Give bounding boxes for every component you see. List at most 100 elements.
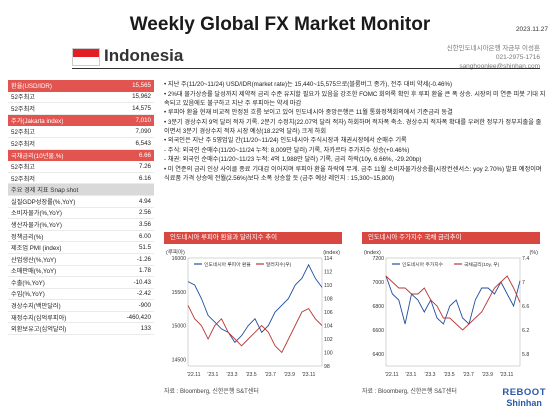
x-tick-label: '23.1	[405, 372, 416, 378]
indicator-label: 소매판매(%,YoY)	[11, 268, 57, 276]
commentary-bullets: • 지난 주(11/20~11/24) USD/IDR(market rate)…	[164, 80, 546, 183]
indicator-value: 7.26	[138, 162, 151, 170]
series-line	[385, 275, 521, 331]
commentary-bullet: • 루피아 환율 현재 비교적 안정된 흐름 보이고 있어 인도네시아 중앙은행…	[164, 109, 453, 116]
indicator-row: 소매판매(%,YoY) 1.78	[8, 266, 154, 278]
right-tick-label: 7	[522, 280, 525, 286]
commentary-bullet: • 외국인은 지난 주 5영업일 간(11/20~11/24) 인도네시아 주식…	[164, 137, 407, 144]
right-tick-label: 98	[324, 364, 330, 370]
indicator-value: -1.26	[136, 255, 151, 263]
indicator-row: 52주최고 7.26	[8, 161, 154, 173]
x-tick-label: '23.1	[207, 372, 218, 378]
logo-line1: REBOOT	[502, 387, 546, 398]
right-tick-label: 108	[324, 297, 333, 303]
x-tick-label: '22.11	[385, 372, 399, 378]
contact-phone: 021-2975-1716	[495, 54, 540, 61]
indicator-row: 외환보유고(십억달러) 133	[8, 323, 154, 336]
series-line	[187, 305, 323, 354]
country-name: Indonesia	[104, 46, 184, 65]
indicator-row: 환율(USD/IDR) 15,565	[8, 80, 154, 92]
indicator-value: 6.16	[138, 174, 151, 182]
indicator-value: 6.66	[138, 151, 151, 159]
left-tick-label: 7000	[372, 280, 384, 286]
indicator-label: 52주최저	[11, 105, 35, 113]
equity-bond-chart-svg: (index) (%) 6400 6600 6800 7000 7200 5.8 6.2 6.6 7…	[364, 250, 538, 378]
x-tick-label: '23.7	[463, 372, 474, 378]
indicator-row: 재정수지(십억루피아) -460,420	[8, 312, 154, 324]
x-tick-label: '23.3	[226, 372, 237, 378]
legend-label: 달러지수(우)	[266, 261, 292, 268]
indicator-value: 2.56	[138, 209, 151, 217]
shinhan-logo: REBOOT Shinhan	[502, 387, 546, 409]
indicator-value: -900	[138, 302, 151, 310]
fx-chart-svg: (루피아) (index) 14500 15000 15500 16000 98 100 102…	[166, 248, 340, 378]
indicator-row: 52주최저 14,575	[8, 103, 154, 115]
logo-line2: Shinhan	[506, 398, 542, 408]
commentary-bullet: • 미 연준의 금리 인상 사이클 종료 기대감 이어지며 루피아 환율 하락에…	[164, 165, 542, 182]
right-tick-label: 5.8	[522, 352, 529, 358]
indicator-label: 소비자물가(%,YoY)	[11, 210, 62, 218]
indicator-label: 제조업 PMI (index)	[11, 245, 62, 253]
right-tick-label: 104	[324, 324, 333, 330]
x-tick-label: '23.11	[302, 372, 316, 378]
indicator-value: 15,962	[132, 93, 151, 101]
indicator-row: 52주최고 7,090	[8, 126, 154, 138]
indicator-row: 생산자물가(%,YoY) 3.56	[8, 219, 154, 231]
report-title: Weekly Global FX Market Monitor	[129, 14, 431, 35]
indicator-row: 52주최저 6,543	[8, 138, 154, 150]
right-tick-label: 100	[324, 351, 333, 357]
indicator-row: 산업생산(%,YoY) -1.26	[8, 254, 154, 266]
indicator-label: 환율(USD/IDR)	[11, 83, 52, 91]
left-tick-label: 14500	[172, 357, 187, 363]
indicator-value: 3.56	[138, 220, 151, 228]
indicator-value: -460,420	[126, 313, 151, 321]
indicator-row: 실질GDP성장률(%,YoY) 4.94	[8, 196, 154, 208]
indicator-value: 7,090	[135, 128, 151, 136]
indicator-value: 14,575	[132, 104, 151, 112]
right-tick-label: 102	[324, 337, 333, 343]
indicator-label: 경상수지(백만달러)	[11, 303, 61, 311]
indicator-label: 생산자물가(%,YoY)	[11, 221, 62, 229]
indicator-label: 주요 경제 지표 Snap shot	[11, 187, 79, 195]
left-axis-label: (루피아)	[166, 248, 185, 256]
x-tick-label: '23.11	[500, 372, 514, 378]
right-tick-label: 7.4	[522, 256, 529, 262]
right-tick-label: 106	[324, 310, 333, 316]
left-tick-label: 7200	[372, 256, 384, 262]
indicator-label: 수출(%,YoY)	[11, 279, 45, 287]
contact-block: 신한인도네시아은행 자금부 이성훈 021-2975-1716 sanghoon…	[447, 44, 540, 71]
indicator-label: 산업생산(%,YoY)	[11, 256, 57, 264]
indicator-label: 정책금리(%)	[11, 233, 44, 241]
indicator-row: 수출(%,YoY) -10.43	[8, 277, 154, 289]
indicator-label: 주가(Jakarta index)	[11, 118, 64, 126]
chart-title: 인도네시아 주가지수 국채 금리추이	[362, 232, 540, 244]
indicator-row: 소비자물가(%,YoY) 2.56	[8, 208, 154, 220]
indicator-row: 52주최고 15,962	[8, 92, 154, 104]
indicator-label: 외환보유고(십억달러)	[11, 326, 67, 334]
indicator-row: 정책금리(%) 6.00	[8, 231, 154, 243]
indicator-label: 재정수지(십억루피아)	[11, 314, 67, 322]
right-tick-label: 114	[324, 256, 332, 262]
indicator-value: 4.94	[138, 197, 151, 205]
indicator-value: 1.78	[138, 267, 151, 275]
x-tick-label: '23.9	[284, 372, 295, 378]
left-tick-label: 6600	[372, 328, 384, 334]
country-divider	[72, 68, 540, 69]
right-tick-label: 6.6	[522, 304, 529, 310]
report-date: 2023.11.27	[515, 26, 548, 33]
fx-chart: 인도네시아 루피아 환율과 달러지수 추이 (루피아) (index) 14500 1…	[164, 232, 342, 382]
left-axis-label: (index)	[364, 250, 381, 256]
left-tick-label: 16000	[172, 256, 187, 262]
contact-name: 신한인도네시아은행 자금부 이성훈	[446, 45, 540, 52]
commentary-bullet: - 주식: 외국인 순매수(11/20~11/24 누적: 8,009만 달러)…	[164, 146, 410, 154]
indicator-label: 52주최고	[11, 163, 35, 171]
indicator-row: 수입(%,YoY) -2.42	[8, 289, 154, 301]
series-line	[385, 275, 521, 325]
left-tick-label: 15500	[172, 290, 187, 296]
fx-chart-source: 자료 : Bloomberg, 신한은행 S&T센터	[164, 389, 259, 395]
x-tick-label: '23.7	[265, 372, 276, 378]
legend-label: 국채금리(10y, 우)	[464, 261, 500, 268]
indicator-value: 15,565	[132, 82, 151, 90]
chart-title: 인도네시아 루피아 환율과 달러지수 추이	[164, 232, 342, 244]
contact-email[interactable]: sanghoonlee@shinhan.com	[459, 63, 540, 70]
